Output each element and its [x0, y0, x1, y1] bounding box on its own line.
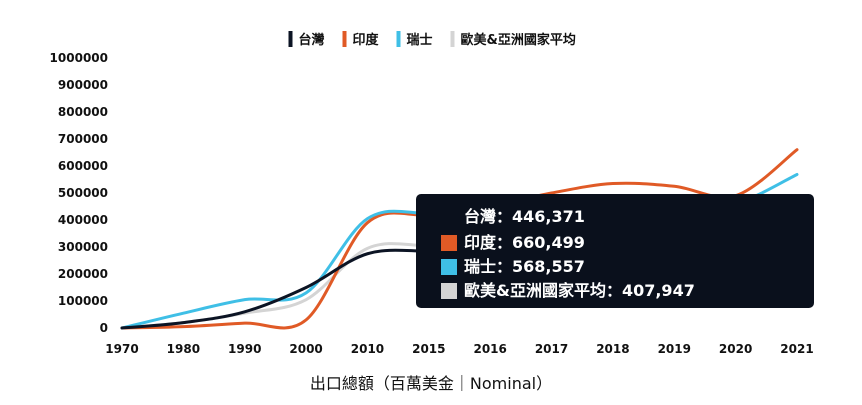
legend-label: 台灣 — [299, 32, 325, 48]
tooltip-row-label: 歐美&亞洲國家平均：407,947 — [464, 281, 695, 300]
tooltip-row-1: 瑞士：568,557 — [441, 257, 585, 276]
x-tick-label: 1990 — [228, 342, 261, 356]
y-tick-label: 700000 — [58, 132, 108, 146]
y-axis: 0 100000 200000 300000 400000 500000 600000 700… — [50, 51, 108, 335]
legend-label: 瑞士 — [407, 32, 433, 48]
y-tick-label: 1000000 — [50, 51, 108, 65]
x-tick-label: 2017 — [535, 342, 568, 356]
legend-swatch — [450, 31, 455, 47]
legend-label: 歐美&亞洲國家平均 — [461, 32, 576, 48]
x-axis: 1970 1980 1990 2000 2010 2015 2016 2017 2018 2019… — [105, 342, 813, 356]
y-tick-label: 800000 — [58, 105, 108, 119]
tooltip-title: 台灣：446,371 — [464, 207, 585, 226]
y-tick-label: 300000 — [58, 240, 108, 254]
y-tick-label: 900000 — [58, 78, 108, 92]
x-tick-label: 2000 — [289, 342, 322, 356]
legend-item-3[interactable]: 歐美&亞洲國家平均 — [450, 31, 576, 48]
tooltip-row-2: 歐美&亞洲國家平均：407,947 — [441, 281, 695, 300]
x-tick-label: 2020 — [719, 342, 752, 356]
tooltip: 台灣：446,371 印度：660,499 瑞士：568,557 歐美&亞洲國家平均… — [416, 194, 814, 308]
tooltip-swatch — [441, 235, 457, 251]
y-tick-label: 200000 — [58, 267, 108, 281]
legend-label: 印度 — [353, 32, 380, 48]
x-tick-label: 2010 — [351, 342, 384, 356]
y-tick-label: 500000 — [58, 186, 108, 200]
x-tick-label: 2015 — [412, 342, 445, 356]
x-tick-label: 2019 — [658, 342, 691, 356]
x-tick-label: 2018 — [596, 342, 629, 356]
y-tick-label: 0 — [100, 321, 108, 335]
legend-item-2[interactable]: 瑞士 — [396, 31, 433, 48]
legend-item-1[interactable]: 印度 — [342, 31, 380, 48]
legend-swatch — [396, 31, 401, 47]
tooltip-row-label: 印度：660,499 — [464, 233, 585, 252]
y-tick-label: 400000 — [58, 213, 108, 227]
x-tick-label: 1980 — [167, 342, 200, 356]
y-tick-label: 100000 — [58, 294, 108, 308]
tooltip-swatch — [441, 283, 457, 299]
y-tick-label: 600000 — [58, 159, 108, 173]
x-axis-title: 出口總額（百萬美金｜Nominal） — [310, 374, 552, 393]
x-tick-label: 2021 — [780, 342, 813, 356]
tooltip-row-0: 印度：660,499 — [441, 233, 585, 252]
tooltip-swatch — [441, 259, 457, 275]
x-tick-label: 1970 — [105, 342, 138, 356]
legend-swatch — [288, 31, 293, 47]
tooltip-box — [416, 194, 814, 308]
legend-swatch — [342, 31, 347, 47]
legend-item-0[interactable]: 台灣 — [288, 31, 325, 48]
legend: 台灣 印度 瑞士 歐美&亞洲國家平均 — [288, 31, 576, 48]
x-tick-label: 2016 — [473, 342, 506, 356]
tooltip-row-label: 瑞士：568,557 — [464, 257, 585, 276]
